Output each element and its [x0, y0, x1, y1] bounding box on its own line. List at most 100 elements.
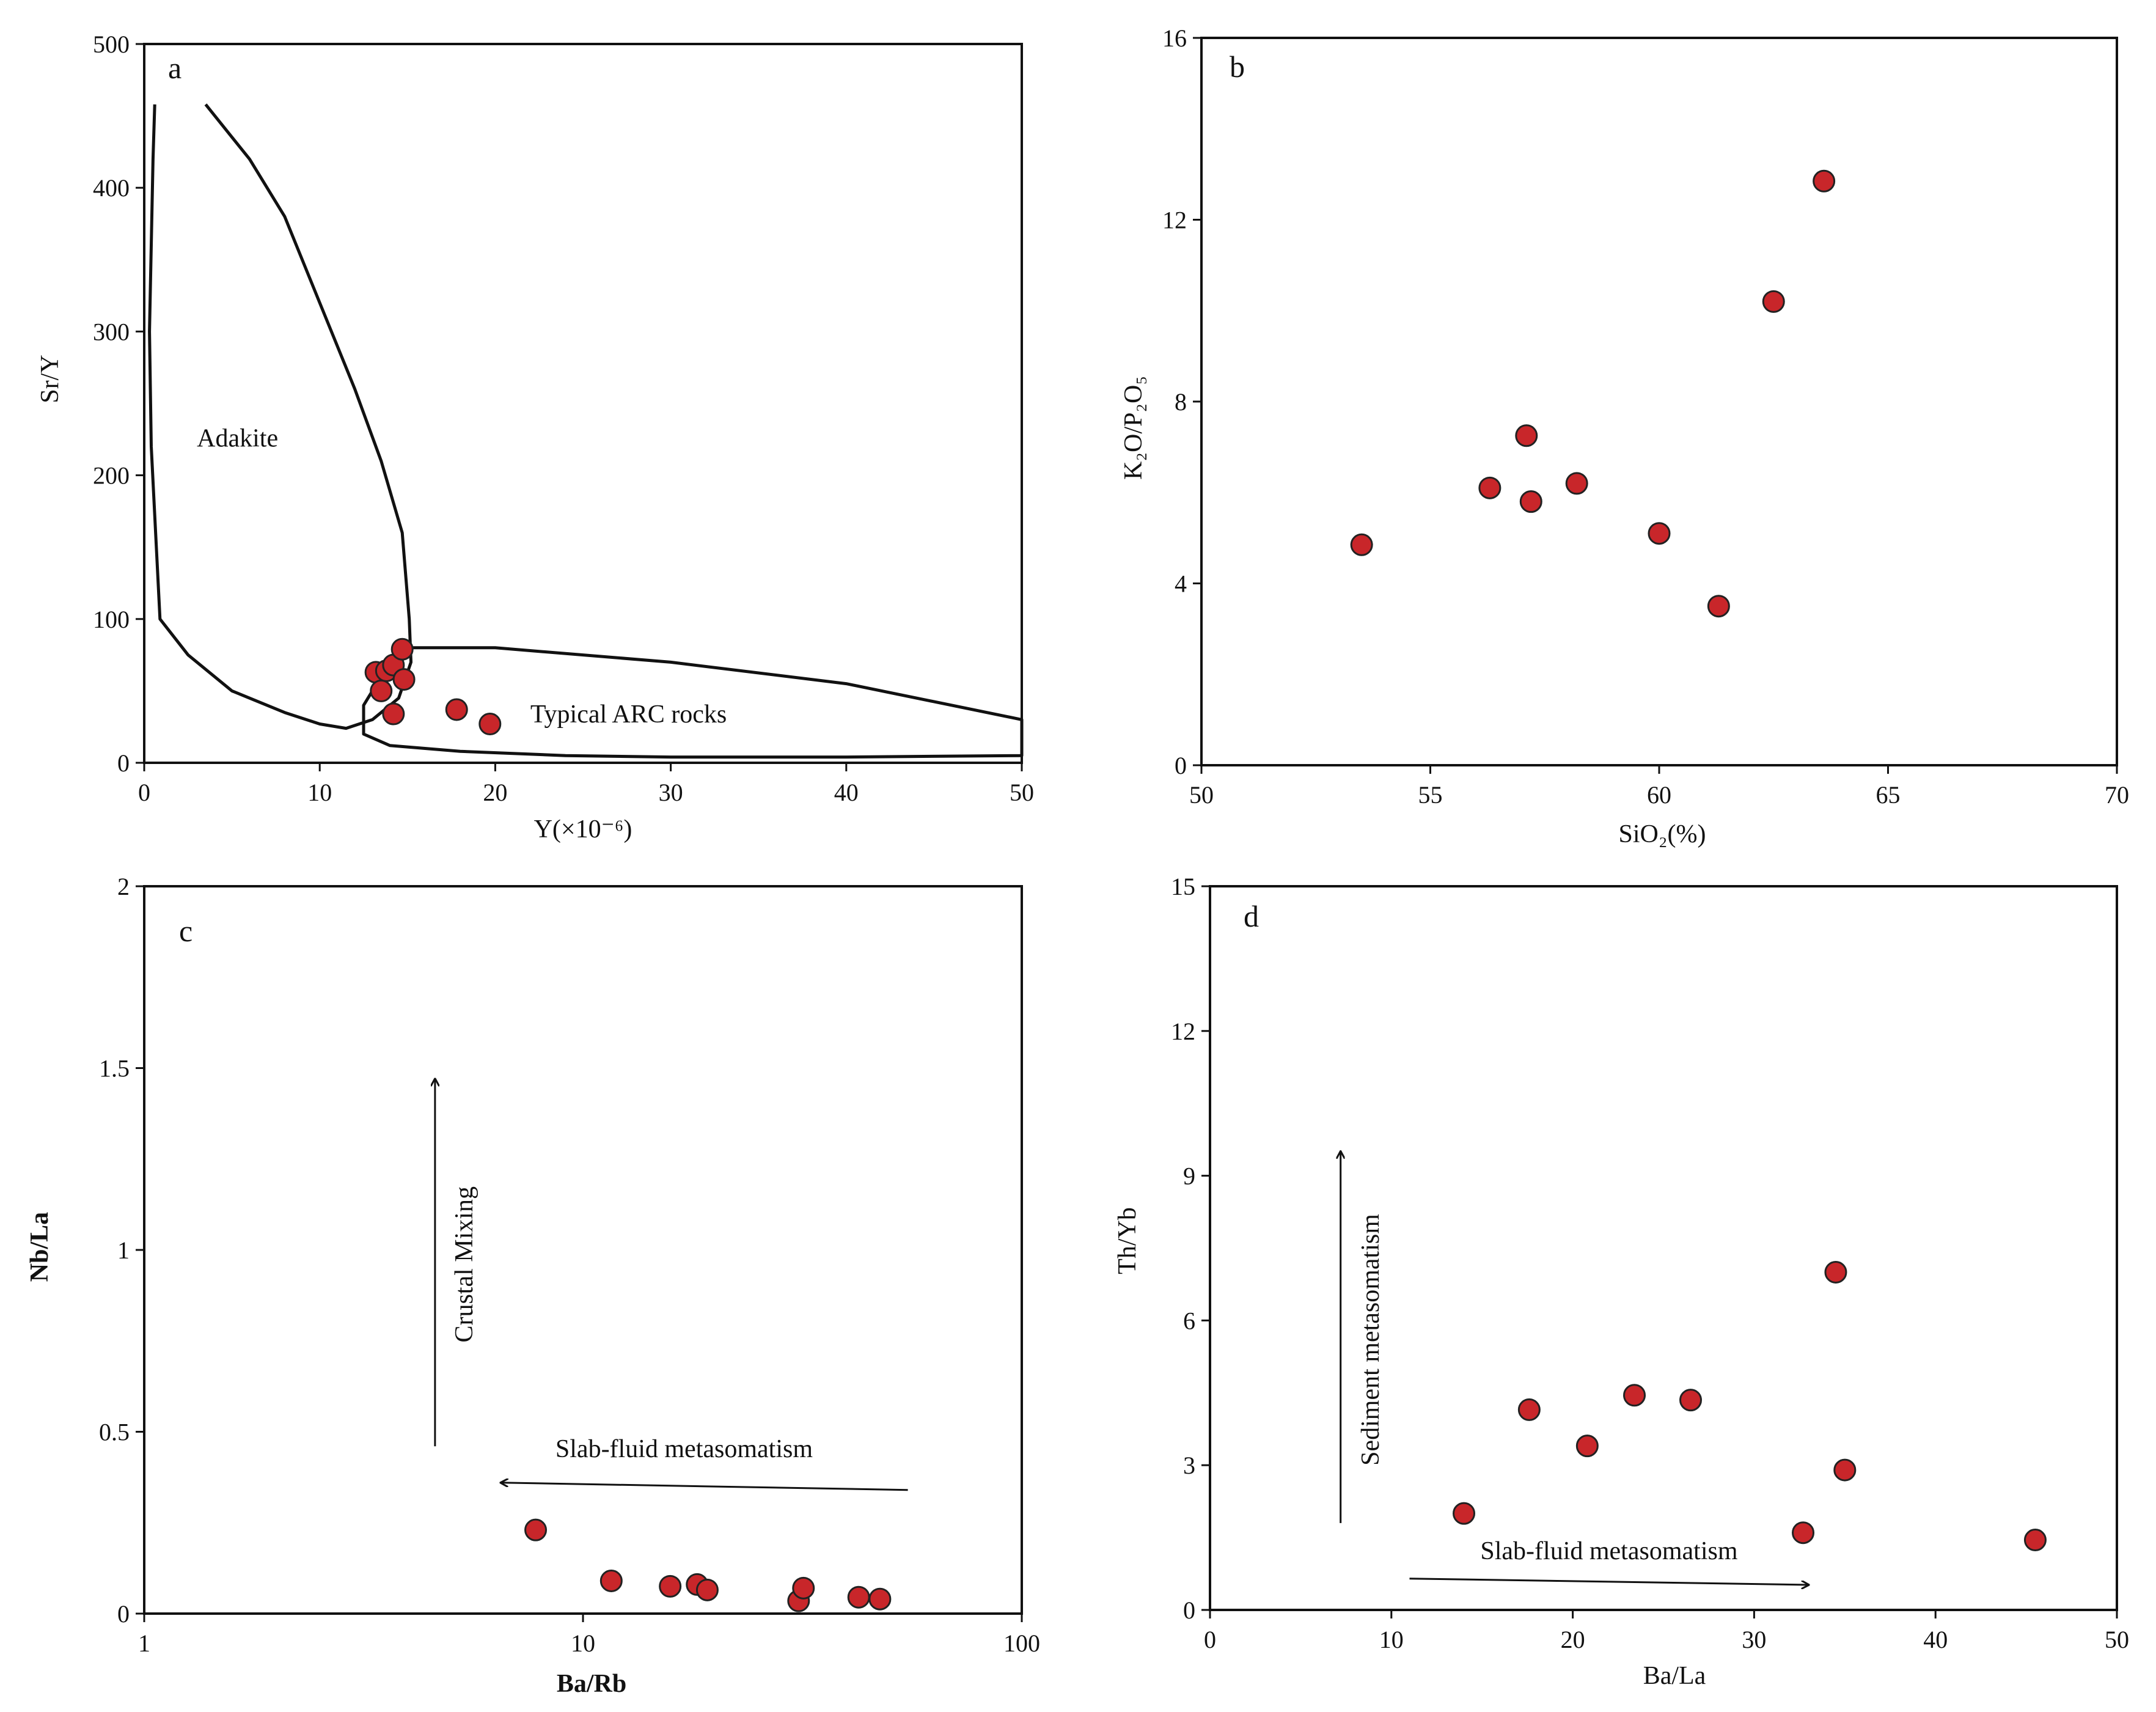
- panel-label-a: a: [168, 51, 182, 85]
- y-tick-label-a: 100: [93, 606, 130, 633]
- data-point: [1813, 169, 1836, 193]
- data-point: [1575, 1435, 1599, 1458]
- chart-marks: 0 10 20 30 40 500100200300400500AdakiteTypica…: [93, 24, 2129, 1657]
- data-point: [1792, 1521, 1815, 1545]
- marks-b: 50 55 60 65 70 0 4 8 12 16: [1162, 24, 2129, 809]
- plot-frame-c: [143, 885, 1023, 1615]
- y-tick-label-d: 12: [1171, 1018, 1195, 1045]
- x-tick-label-d: 50: [2105, 1626, 2129, 1653]
- y-tick-label-d: 15: [1171, 873, 1195, 900]
- data-point: [1824, 1260, 1847, 1284]
- panel-a: [143, 43, 1023, 764]
- data-point: [392, 668, 416, 691]
- panel-d: [1209, 885, 2118, 1611]
- data-point: [1623, 1384, 1646, 1407]
- data-point: [1679, 1389, 1703, 1412]
- data-point: [1833, 1458, 1857, 1482]
- x-tick-label-b: 70: [2105, 781, 2129, 809]
- y-tick-label-c: 2: [117, 873, 130, 900]
- marks-c: 1 10 100 0 0.5 1 1.5 2 Crustal Mixing Slab-fluid …: [99, 873, 1040, 1657]
- x-tick-label-a: 40: [834, 779, 859, 806]
- data-point: [1515, 424, 1538, 447]
- x-axis-label-a: Y(×10⁻⁶): [534, 815, 632, 843]
- y-tick-label-b: 12: [1162, 207, 1187, 234]
- x-axis-label-b: SiO₂(%): [1619, 820, 1706, 848]
- data-point: [847, 1585, 870, 1609]
- data-point: [479, 712, 502, 735]
- y-tick-label-d: 6: [1183, 1307, 1195, 1334]
- y-tick-label-a: 200: [93, 462, 130, 490]
- data-point: [695, 1578, 719, 1601]
- panel-label-c: c: [179, 914, 193, 948]
- data-point: [1519, 490, 1542, 513]
- x-tick-label-d: 30: [1742, 1626, 1766, 1653]
- y-tick-label-b: 4: [1175, 570, 1187, 598]
- y-axis-label-d: Th/Yb: [1113, 1207, 1142, 1274]
- annotation-sediment-metasomatism: Sediment metasomatism: [1357, 1214, 1385, 1466]
- arrow-slab-fluid-metasomatism: [1409, 1578, 1808, 1585]
- plot-frame-b: [1200, 37, 2118, 766]
- data-point: [1648, 522, 1671, 545]
- y-tick-label-a: 0: [117, 749, 130, 777]
- x-tick-label-b: 55: [1418, 781, 1443, 809]
- panel-label-d: d: [1244, 899, 1259, 933]
- data-point: [391, 637, 414, 661]
- x-tick-label-b: 50: [1189, 781, 1214, 809]
- data-point: [600, 1569, 623, 1592]
- y-axis-label-a: Sr/Y: [36, 355, 64, 403]
- y-tick-label-a: 300: [93, 318, 130, 345]
- data-point: [1453, 1502, 1476, 1525]
- data-point: [524, 1518, 548, 1541]
- data-point: [445, 698, 468, 721]
- y-axis-label-b: K₂O/P₂O₅: [1120, 376, 1148, 480]
- data-point: [1707, 595, 1730, 618]
- y-tick-label-b: 0: [1175, 752, 1187, 779]
- field-label-adakite: Adakite: [197, 425, 278, 453]
- data-point: [1350, 533, 1373, 556]
- arrow-slab-fluid-metasomatism: [501, 1483, 908, 1491]
- y-tick-label-d: 9: [1183, 1163, 1195, 1190]
- x-tick-label-d: 20: [1561, 1626, 1585, 1653]
- x-tick-label-a: 30: [659, 779, 683, 806]
- x-axis-label-c: Ba/Rb: [557, 1670, 626, 1698]
- x-tick-label-a: 0: [138, 779, 150, 806]
- x-tick-label-a: 20: [483, 779, 507, 806]
- y-tick-label-c: 0: [117, 1600, 130, 1628]
- x-tick-label-a: 50: [1010, 779, 1034, 806]
- field-label-typical-arc-rocks: Typical ARC rocks: [530, 700, 727, 729]
- field-boundary-typical-arc-rocks: [362, 646, 1024, 759]
- data-point: [370, 679, 393, 702]
- y-tick-label-b: 8: [1175, 388, 1187, 416]
- data-point: [868, 1587, 892, 1611]
- marks-a: 0 10 20 30 40 500100200300400500AdakiteTypica…: [93, 31, 1034, 806]
- field-boundary-adakite: [148, 103, 413, 730]
- y-tick-label-c: 1: [117, 1236, 130, 1264]
- data-point: [382, 702, 405, 726]
- y-tick-label-d: 0: [1183, 1596, 1195, 1624]
- x-tick-label-d: 10: [1379, 1626, 1404, 1653]
- y-tick-label-b: 16: [1162, 24, 1187, 52]
- annotation-crustal-mixing: Crustal Mixing: [450, 1186, 479, 1343]
- x-tick-label-b: 60: [1647, 781, 1671, 809]
- x-tick-label-a: 10: [307, 779, 332, 806]
- y-tick-label-c: 0.5: [99, 1419, 130, 1446]
- plot-frame-a: [143, 43, 1023, 764]
- y-axis-label-c: Nb/La: [26, 1212, 54, 1282]
- x-tick-label-c: 10: [571, 1629, 595, 1657]
- data-point: [659, 1574, 682, 1598]
- x-tick-label-c: 100: [1003, 1629, 1040, 1657]
- panel-c: [143, 885, 1023, 1615]
- plot-frame-d: [1209, 885, 2118, 1611]
- x-tick-label-c: 1: [138, 1629, 150, 1657]
- data-point: [2023, 1529, 2047, 1552]
- data-point: [1517, 1398, 1541, 1421]
- annotation-slab-fluid-metasomatism: Slab-fluid metasomatism: [1480, 1537, 1737, 1565]
- y-tick-label-a: 400: [93, 174, 130, 202]
- y-tick-label-a: 500: [93, 31, 130, 58]
- y-tick-label-d: 3: [1183, 1452, 1195, 1479]
- annotation-slab-fluid-metasomatism: Slab-fluid metasomatism: [556, 1435, 813, 1463]
- x-tick-label-b: 65: [1876, 781, 1901, 809]
- x-tick-label-d: 0: [1204, 1626, 1216, 1653]
